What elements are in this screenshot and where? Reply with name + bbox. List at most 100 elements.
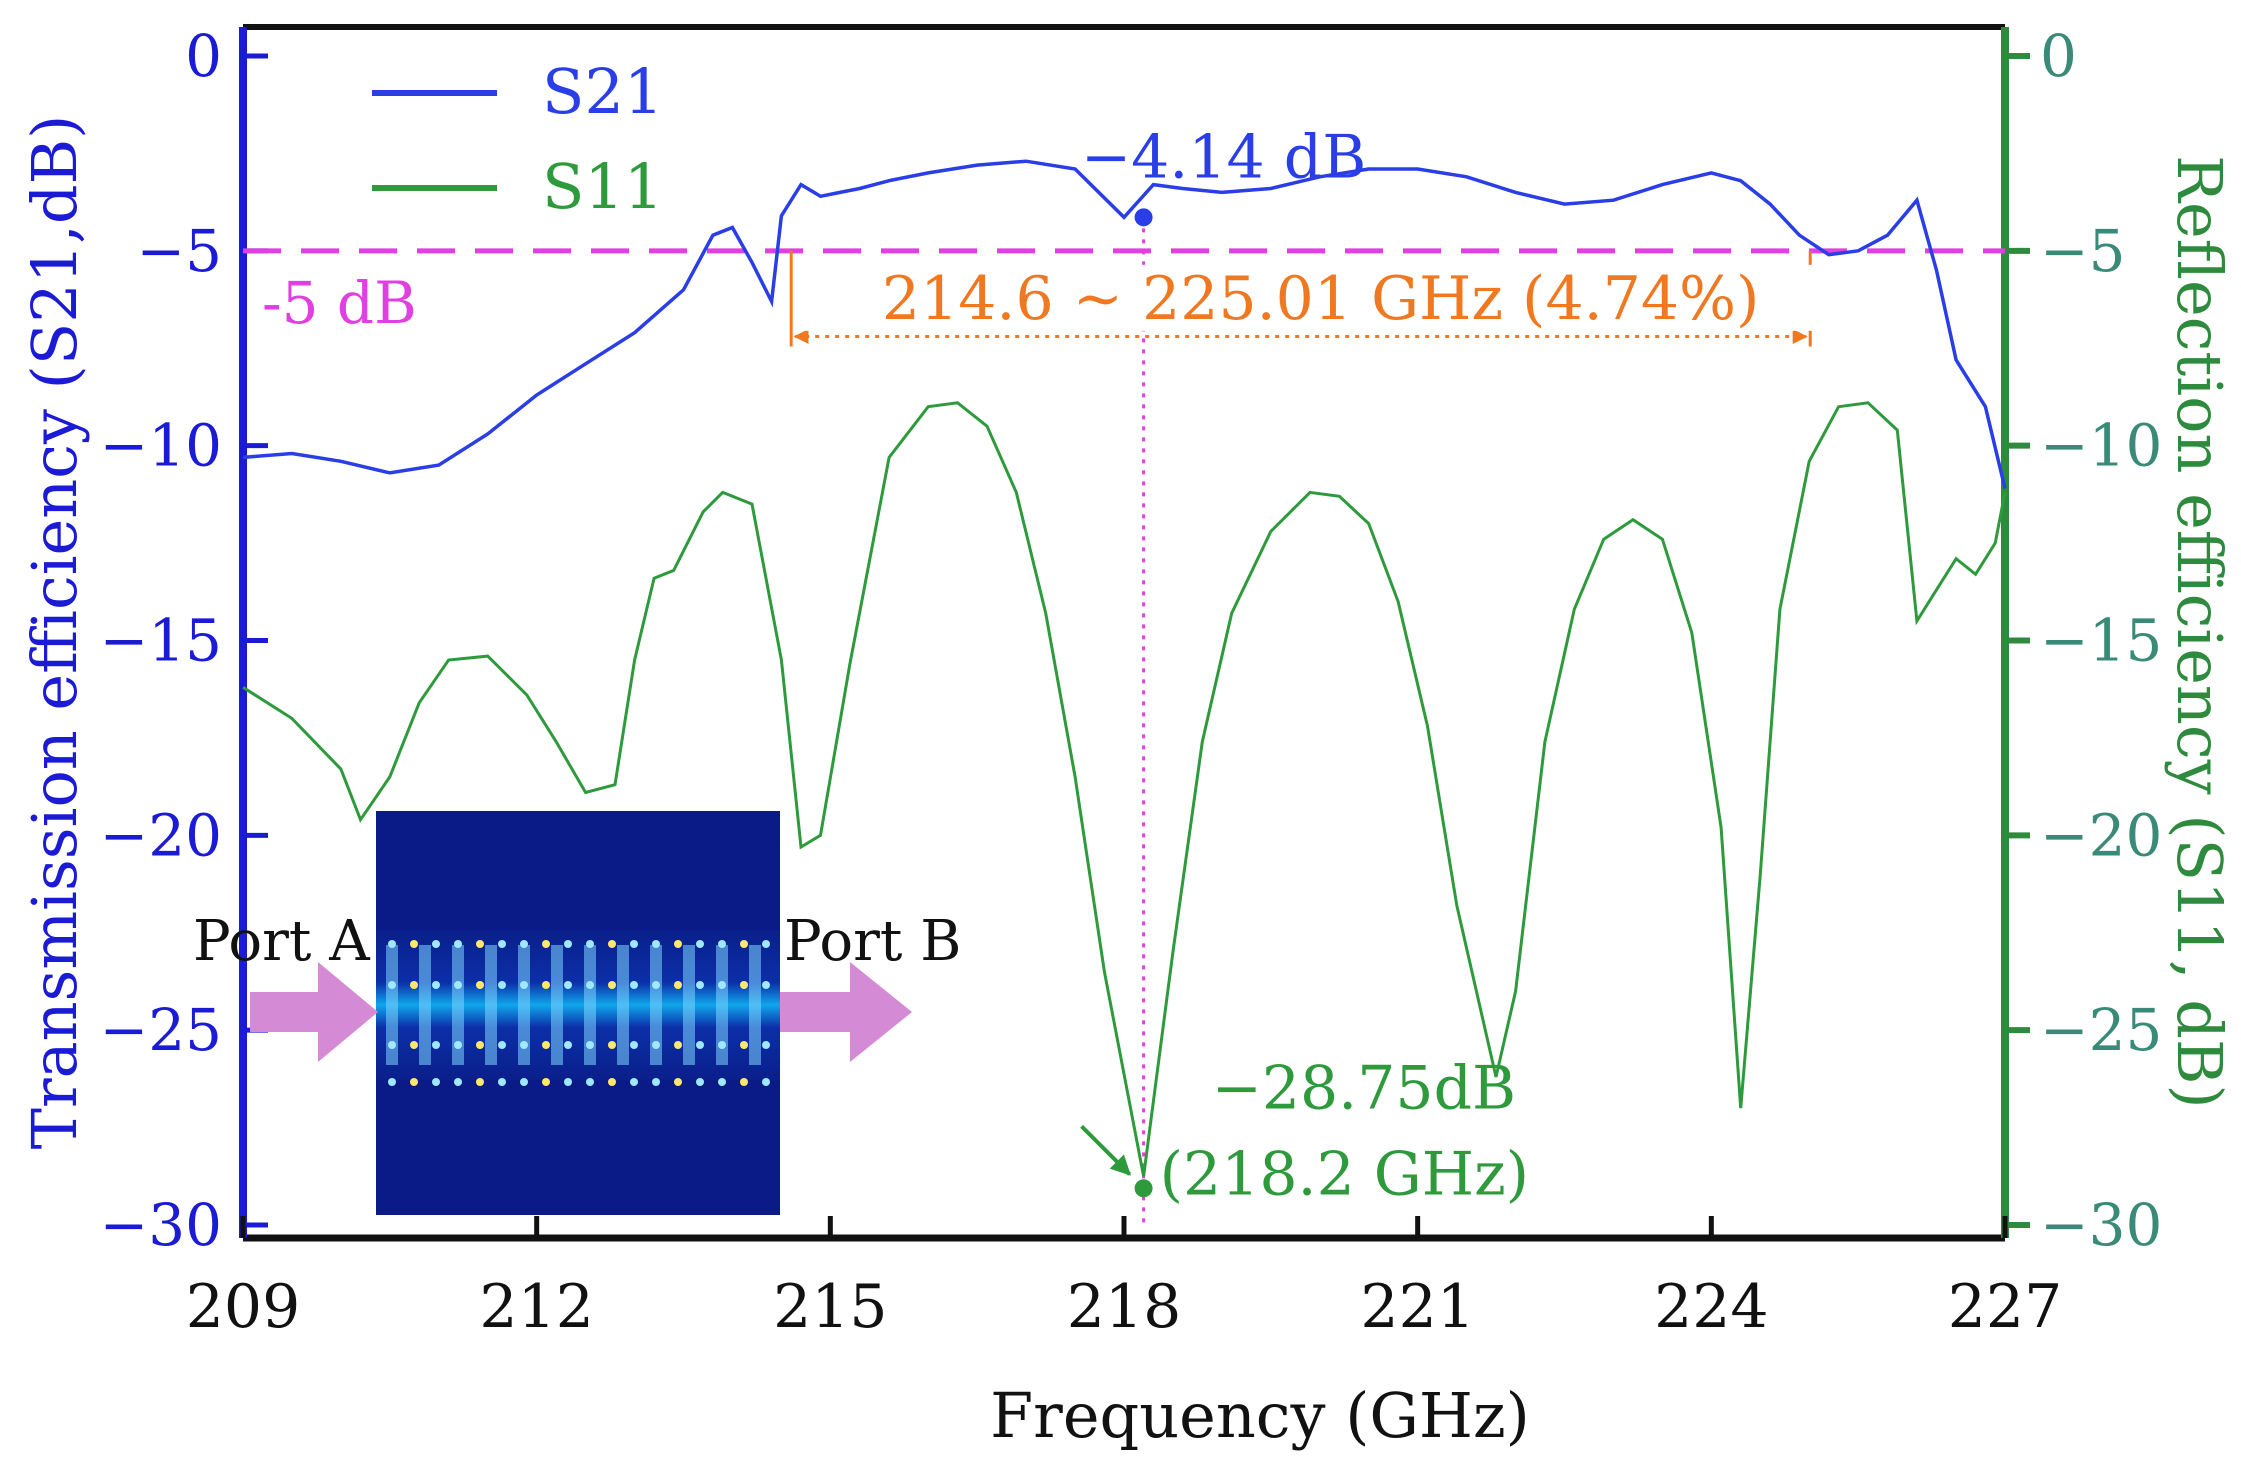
inset-dot [410,1041,418,1049]
inset-stripe [716,945,728,1065]
s11-line [242,401,2007,1177]
left-tick-label: −20 [100,801,222,869]
s11-annotation-arrow [1080,1124,1131,1176]
port-b-arrow-icon [780,962,912,1062]
inset-dot [696,1041,704,1049]
left-tick-label: −25 [100,996,222,1064]
legend: S21 S11 [372,55,663,223]
inset-dot [564,940,572,948]
inset-dot [674,1078,682,1086]
inset-dot [432,940,440,948]
inset-dot [652,981,660,989]
s21-annotation-label: −4.14 dB [1081,122,1366,192]
inset-dot [608,1041,616,1049]
inset-dot [652,940,660,948]
inset-dot [718,1041,726,1049]
right-tick-label: −25 [2040,996,2162,1064]
inset-dot [762,981,770,989]
inset-dot [432,981,440,989]
inset-stripe [518,945,530,1065]
inset-dot [498,981,506,989]
right-y-ticks: 0 −5 −10 −15 −20 −25 −30 [2005,22,2162,1259]
right-tick-label: −30 [2040,1191,2162,1259]
inset-dot [586,940,594,948]
inset-dot [542,1041,550,1049]
inset-dot [498,1078,506,1086]
inset-stripe [386,945,398,1065]
inset-stripe [485,945,497,1065]
inset-dot [696,940,704,948]
inset-dot [454,940,462,948]
left-tick-label: −15 [100,607,222,675]
inset-dot [652,1041,660,1049]
right-tick-label: −15 [2040,607,2162,675]
port-a-arrow-icon [250,962,378,1062]
inset-dot [410,940,418,948]
inset-dot [740,981,748,989]
inset-dot [388,981,396,989]
inset-stripe [452,945,464,1065]
inset-dot [388,1041,396,1049]
right-tick-label: −20 [2040,801,2162,869]
inset-stripe [419,945,431,1065]
inset-dot [586,1041,594,1049]
inset-dot [410,1078,418,1086]
inset-dot [542,940,550,948]
inset-dot [454,1078,462,1086]
inset-dot [388,1078,396,1086]
inset-dot [740,1041,748,1049]
inset-dot [674,1041,682,1049]
inset-dot [586,1078,594,1086]
inset-dot [410,981,418,989]
inset-dot [542,981,550,989]
inset-dot [740,1078,748,1086]
right-tick-label: −5 [2040,217,2126,285]
inset-stripe [551,945,563,1065]
inset-dot [542,1078,550,1086]
inset-dot [564,981,572,989]
x-tick-label: 212 [479,1272,594,1342]
x-tick-label: 215 [773,1272,888,1342]
inset-dot [652,1078,660,1086]
x-axis-title: Frequency (GHz) [990,1379,1530,1452]
s21-line [242,159,2007,489]
inset-stripe [584,945,596,1065]
reference-line-label: -5 dB [262,269,417,337]
inset-dot [608,1078,616,1086]
inset-dot [718,981,726,989]
inset-dot [476,940,484,948]
legend-s11-label: S11 [542,150,663,223]
inset-dot [476,1041,484,1049]
x-tick-label: 209 [186,1272,301,1342]
field-distribution-inset [376,811,780,1215]
inset-dot [498,1041,506,1049]
left-axis-title: Transmission efficiency (S21,dB) [18,115,91,1150]
bandwidth-label: 214.6 ~ 225.01 GHz (4.74%) [882,264,1760,334]
inset-dot [762,1078,770,1086]
inset-stripe [617,945,629,1065]
left-tick-label: 0 [185,22,222,90]
inset-dot [564,1078,572,1086]
bandwidth-label-background [800,264,1841,331]
inset-field-band [376,930,780,1080]
inset-field-stripes [386,945,761,1065]
inset-dot [388,940,396,948]
s11-annotation-frequency: (218.2 GHz) [1160,1139,1530,1209]
x-ticks: 209 212 215 218 221 224 227 [186,1216,2062,1342]
inset-dot [454,1041,462,1049]
port-b-label: Port B [784,909,961,974]
s11-annotation-label: −28.75dB [1212,1053,1517,1123]
inset-dot [454,981,462,989]
inset-dot [674,981,682,989]
inset-dot [608,981,616,989]
x-tick-label: 218 [1067,1272,1182,1342]
inset-dot [630,981,638,989]
inset-stripe [749,945,761,1065]
right-axis-title: Reflection efficiency (S11, dB) [2163,155,2236,1108]
inset-dot [630,1078,638,1086]
inset-dot [520,1041,528,1049]
left-tick-label: −5 [137,217,223,285]
inset-dot [718,1078,726,1086]
inset-dot [564,1041,572,1049]
